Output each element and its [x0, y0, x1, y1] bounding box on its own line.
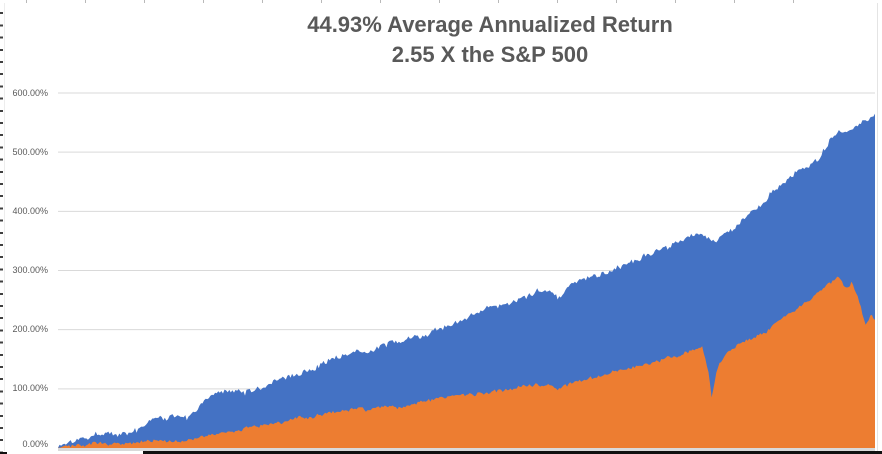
- y-axis-label: 600.00%: [12, 87, 48, 98]
- y-axis-label: 200.00%: [12, 324, 48, 335]
- y-axis-label: 500.00%: [12, 146, 48, 157]
- window-bottom-edge: [143, 451, 882, 454]
- y-axis-label: 300.00%: [12, 265, 48, 275]
- spreadsheet-column-gridlines: [0, 0, 882, 3]
- chart-title: 44.93% Average Annualized Return 2.55 X …: [190, 10, 790, 70]
- y-axis-label: 100.00%: [12, 383, 48, 394]
- chart-border-left: [4, 3, 5, 451]
- chart-border-right: [877, 3, 878, 451]
- chart-title-line2: 2.55 X the S&P 500: [391, 42, 589, 67]
- spreadsheet-row-gridlines: [0, 0, 3, 454]
- x-axis-line: [58, 448, 875, 451]
- orange-area-sp500-return: [58, 276, 875, 448]
- y-axis: 0.00% 100.00% 200.00% 300.00% 400.00% 500.00%…: [0, 0, 48, 454]
- y-axis-label: 0.00%: [22, 438, 48, 449]
- y-axis-label: 400.00%: [12, 205, 48, 216]
- window-bottom-edge-notch: [0, 452, 7, 454]
- chart-title-line1: 44.93% Average Annualized Return: [307, 12, 673, 37]
